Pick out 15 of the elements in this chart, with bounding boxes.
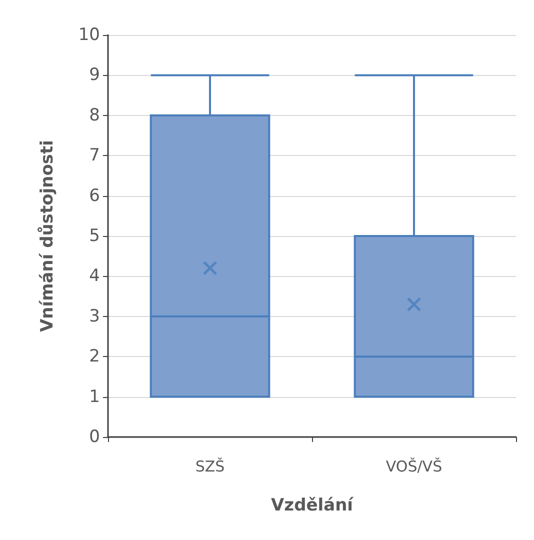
y-tick-label: 6 xyxy=(89,186,100,206)
y-axis-title: Vnímání důstojnosti xyxy=(38,140,58,332)
y-tick-label: 5 xyxy=(89,226,100,246)
y-tick-label: 3 xyxy=(89,306,100,326)
x-axis-title: Vzdělání xyxy=(271,496,354,516)
y-tick-label: 8 xyxy=(89,105,100,126)
y-tick-label: 10 xyxy=(78,25,100,45)
y-tick-label: 7 xyxy=(89,146,100,166)
y-tick-label: 9 xyxy=(89,65,100,86)
x-tick-label: SZŠ xyxy=(195,458,225,476)
y-tick-label: 1 xyxy=(89,386,100,407)
y-tick-label: 0 xyxy=(89,427,100,447)
y-tick-label: 2 xyxy=(89,346,100,367)
y-tick-label: 4 xyxy=(89,266,100,286)
x-tick-label: VOŠ/VŠ xyxy=(386,458,442,476)
